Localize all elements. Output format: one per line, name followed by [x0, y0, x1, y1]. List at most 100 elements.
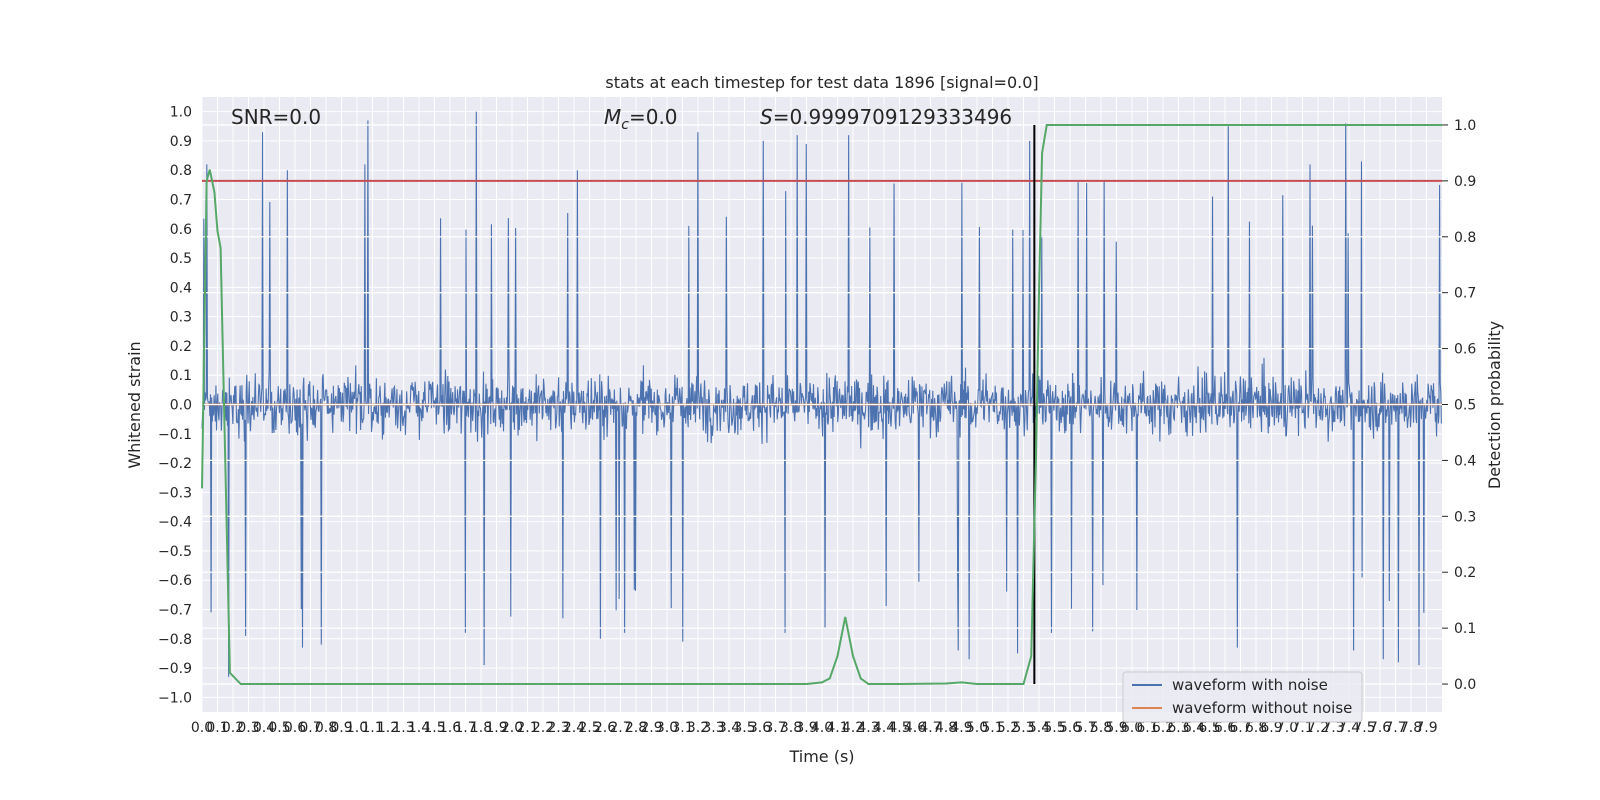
x-tick-label: 2.9 [640, 720, 662, 736]
x-tick-label: 2.7 [609, 720, 631, 736]
x-tick-label: 3.2 [687, 720, 709, 736]
x-tick-label: 2.1 [516, 720, 538, 736]
x-tick-label: 0.4 [253, 720, 275, 736]
y2-tick-label: 0.4 [1454, 453, 1476, 469]
x-tick-label: 1.3 [392, 720, 414, 736]
x-tick-label: 5.6 [1059, 720, 1081, 736]
legend-label-noise: waveform with noise [1172, 676, 1328, 694]
x-tick-label: 6.3 [1167, 720, 1189, 736]
y2-tick-label: 0.8 [1454, 230, 1476, 246]
s-symbol: S [760, 105, 773, 129]
x-tick-label: 4.9 [950, 720, 972, 736]
x-tick-label: 3.8 [780, 720, 802, 736]
x-tick-label: 3.6 [749, 720, 771, 736]
x-tick-label: 6.6 [1214, 720, 1236, 736]
x-tick-label: 0.8 [315, 720, 337, 736]
x-tick-label: 6.5 [1198, 720, 1220, 736]
x-tick-label: 1.8 [470, 720, 492, 736]
x-tick-label: 5.8 [1090, 720, 1112, 736]
x-tick-label: 6.9 [1260, 720, 1282, 736]
y-tick-label: −0.3 [158, 485, 192, 501]
x-tick-label: 7.6 [1369, 720, 1391, 736]
x-tick-label: 5.3 [1012, 720, 1034, 736]
mc-subscript: c [621, 117, 629, 133]
x-tick-label: 5.2 [997, 720, 1019, 736]
x-tick-label: 1.7 [454, 720, 476, 736]
x-tick-label: 6.4 [1183, 720, 1205, 736]
x-tick-label: 7.1 [1291, 720, 1313, 736]
waveform-with-noise-line [201, 111, 1442, 677]
x-tick-label: 3.1 [671, 720, 693, 736]
y-tick-label: −0.4 [158, 515, 192, 531]
y-tick-label: 1.0 [170, 105, 192, 121]
chart-title: stats at each timestep for test data 189… [605, 73, 1038, 92]
y-tick-label: −0.1 [158, 427, 192, 443]
y2-tick-label: 0.0 [1454, 677, 1476, 693]
x-tick-label: 5.5 [1043, 720, 1065, 736]
x-tick-label: 4.1 [826, 720, 848, 736]
y-tick-label: −1.0 [158, 690, 192, 706]
y-tick-label: −0.9 [158, 661, 192, 677]
overlay-layer [201, 123, 1442, 686]
x-tick-label: 2.4 [563, 720, 585, 736]
x-tick-label: 4.8 [935, 720, 957, 736]
x-tick-label: 1.5 [423, 720, 445, 736]
x-tick-label: 3.0 [656, 720, 678, 736]
y-tick-label: 0.4 [170, 280, 192, 296]
x-tick-label: 7.2 [1307, 720, 1329, 736]
y-tick-label: −0.6 [158, 573, 192, 589]
y-tick-label: 0.5 [170, 251, 192, 267]
y-tick-label: −0.5 [158, 544, 192, 560]
snr-annotation: SNR=0.0 [231, 105, 321, 129]
x-tick-label: 5.0 [966, 720, 988, 736]
x-tick-label: 2.5 [578, 720, 600, 736]
x-tick-label: 7.8 [1400, 720, 1422, 736]
y2-tick-label: 0.7 [1454, 286, 1476, 302]
x-tick-label: 6.0 [1121, 720, 1143, 736]
x-tick-label: 3.4 [718, 720, 740, 736]
x-tick-label: 0.1 [206, 720, 228, 736]
x-tick-label: 4.7 [919, 720, 941, 736]
y2-tick-label: 0.2 [1454, 565, 1476, 581]
x-tick-label: 4.3 [857, 720, 879, 736]
x-tick-label: 4.2 [842, 720, 864, 736]
x-tick-label: 3.7 [764, 720, 786, 736]
y-tick-label: −0.8 [158, 632, 192, 648]
x-tick-label: 1.4 [408, 720, 430, 736]
detection-probability-line [201, 123, 1442, 686]
y-tick-label: 0.6 [170, 222, 192, 238]
x-tick-label: 2.8 [625, 720, 647, 736]
x-tick-label: 5.9 [1105, 720, 1127, 736]
x-tick-label: 5.1 [981, 720, 1003, 736]
x-tick-label: 0.3 [237, 720, 259, 736]
mc-annotation: Mc=0.0 [604, 105, 678, 133]
s-annotation: S=0.9999709129333496 [760, 105, 1012, 129]
x-tick-label: 7.5 [1353, 720, 1375, 736]
s-value: =0.9999709129333496 [773, 105, 1012, 129]
y-tick-label: 0.1 [170, 368, 192, 384]
x-tick-label: 4.5 [888, 720, 910, 736]
x-tick-label: 6.8 [1245, 720, 1267, 736]
x-tick-label: 2.6 [594, 720, 616, 736]
x-tick-label: 7.7 [1384, 720, 1406, 736]
x-tick-label: 7.3 [1322, 720, 1344, 736]
legend-box [1122, 671, 1363, 723]
x-tick-label: 0.9 [330, 720, 352, 736]
y-tick-label: 0.3 [170, 310, 192, 326]
x-tick-label: 3.3 [702, 720, 724, 736]
x-tick-label: 1.9 [485, 720, 507, 736]
y2-tick-label: 0.9 [1454, 174, 1476, 190]
x-tick-label: 7.4 [1338, 720, 1360, 736]
y-tick-label: 0.8 [170, 163, 192, 179]
x-tick-label: 0.0 [191, 720, 213, 736]
x-tick-label: 7.9 [1415, 720, 1437, 736]
y-tick-label: 0.2 [170, 339, 192, 355]
y-axis-label: Whitened strain [125, 341, 144, 468]
y-tick-label: 0.0 [170, 398, 192, 414]
y2-tick-label: 0.1 [1454, 621, 1476, 637]
x-axis-label: Time (s) [788, 747, 854, 766]
legend-label-clean: waveform without noise [1172, 699, 1352, 717]
y-tick-label: −0.7 [158, 603, 192, 619]
x-tick-label: 4.4 [873, 720, 895, 736]
tick-labels: −1.0 −0.9 −0.8 −0.7 −0.6 −0.5 −0.4 −0.3 −0.2 −0.1… [158, 105, 1476, 736]
